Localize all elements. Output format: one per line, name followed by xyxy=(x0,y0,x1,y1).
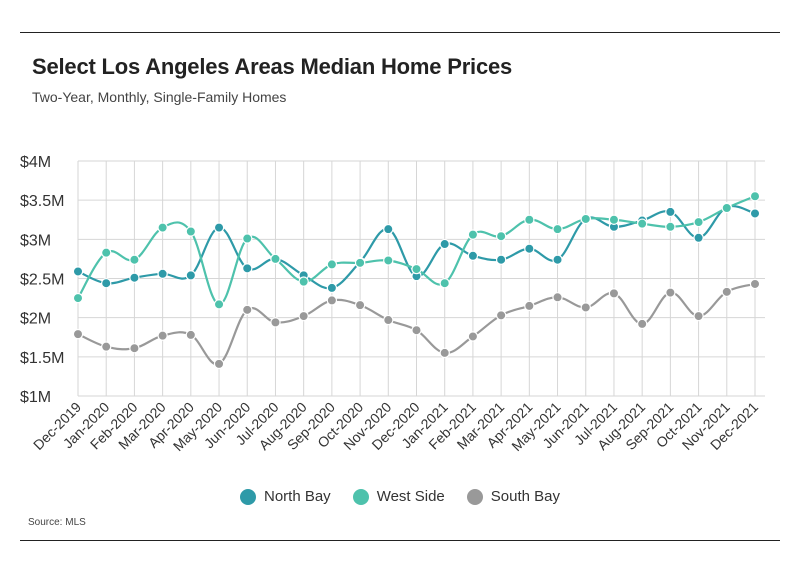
data-point-west-side xyxy=(580,213,591,225)
data-point-south-bay xyxy=(213,358,225,370)
data-point-north-bay xyxy=(129,272,140,283)
y-tick-label: $2M xyxy=(20,311,51,328)
data-point-south-bay xyxy=(354,299,366,311)
legend-swatch-south-bay xyxy=(466,488,483,505)
top-rule xyxy=(20,32,780,33)
data-point-south-bay xyxy=(467,331,479,342)
data-point-south-bay xyxy=(665,287,676,298)
data-point-south-bay xyxy=(749,278,761,290)
data-point-west-side xyxy=(72,292,84,304)
data-point-south-bay xyxy=(411,325,422,336)
data-point-north-bay xyxy=(665,206,676,218)
data-point-north-bay xyxy=(72,266,84,277)
y-tick-label: $2.5M xyxy=(20,272,64,289)
data-point-west-side xyxy=(185,226,197,237)
data-point-south-bay xyxy=(270,317,281,328)
data-point-west-side xyxy=(270,253,281,265)
data-point-west-side xyxy=(524,214,535,225)
data-point-south-bay xyxy=(552,292,563,303)
data-point-south-bay xyxy=(524,300,535,312)
legend-item-north-bay: North Bay xyxy=(239,488,331,505)
data-point-north-bay xyxy=(749,208,761,219)
data-point-west-side xyxy=(608,214,620,225)
data-point-south-bay xyxy=(101,341,112,352)
data-point-west-side xyxy=(383,255,394,266)
legend-label-west-side: West Side xyxy=(376,488,445,505)
legend: North Bay West Side South Bay xyxy=(0,488,800,505)
data-point-south-bay xyxy=(298,310,309,322)
data-point-west-side xyxy=(354,257,366,269)
data-point-north-bay xyxy=(383,223,394,235)
data-point-north-bay xyxy=(495,254,507,265)
data-point-south-bay xyxy=(383,314,394,326)
data-point-west-side xyxy=(326,259,338,270)
data-point-south-bay xyxy=(721,286,732,298)
legend-swatch-north-bay xyxy=(239,488,256,505)
data-point-west-side xyxy=(636,218,648,229)
bottom-rule xyxy=(20,540,780,541)
data-point-south-bay xyxy=(72,328,84,340)
data-point-north-bay xyxy=(101,278,112,289)
data-point-north-bay xyxy=(242,263,253,274)
data-point-north-bay xyxy=(213,222,225,233)
data-point-west-side xyxy=(665,221,676,232)
data-point-south-bay xyxy=(129,343,140,354)
data-point-west-side xyxy=(213,299,225,310)
y-tick-label: $1.5M xyxy=(20,350,64,367)
data-point-south-bay xyxy=(157,330,168,341)
data-point-west-side xyxy=(467,229,479,240)
legend-item-south-bay: South Bay xyxy=(466,488,560,505)
data-point-north-bay xyxy=(326,282,338,294)
legend-label-north-bay: North Bay xyxy=(263,488,331,505)
data-point-south-bay xyxy=(326,295,338,306)
data-point-west-side xyxy=(495,230,507,242)
data-point-west-side xyxy=(129,254,140,265)
data-point-west-side xyxy=(552,223,563,235)
legend-swatch-west-side xyxy=(352,488,369,505)
y-tick-label: $1M xyxy=(20,389,51,406)
data-point-south-bay xyxy=(495,310,507,321)
data-point-west-side xyxy=(101,247,112,258)
data-point-north-bay xyxy=(157,268,168,279)
data-point-west-side xyxy=(721,202,732,214)
legend-item-west-side: West Side xyxy=(352,488,445,505)
data-point-south-bay xyxy=(636,318,648,330)
legend-label-south-bay: South Bay xyxy=(490,488,560,505)
chart-title: Select Los Angeles Areas Median Home Pri… xyxy=(32,54,513,79)
data-point-south-bay xyxy=(580,302,591,313)
data-point-north-bay xyxy=(439,238,450,250)
data-point-south-bay xyxy=(439,347,450,359)
data-point-west-side xyxy=(242,233,253,244)
data-point-north-bay xyxy=(552,254,563,265)
data-point-south-bay xyxy=(608,288,620,299)
chart-subtitle: Two-Year, Monthly, Single-Family Homes xyxy=(32,89,287,105)
y-tick-label: $3M xyxy=(20,232,51,249)
data-point-north-bay xyxy=(185,270,197,281)
data-point-north-bay xyxy=(467,250,479,261)
source-note: Source: MLS xyxy=(28,517,86,528)
data-point-north-bay xyxy=(693,232,704,243)
y-tick-label: $3.5M xyxy=(20,193,64,210)
data-point-south-bay xyxy=(242,304,253,316)
data-point-west-side xyxy=(439,278,450,289)
data-point-west-side xyxy=(749,191,761,202)
data-point-north-bay xyxy=(524,243,535,254)
y-tick-label: $4M xyxy=(20,154,51,171)
data-point-west-side xyxy=(157,222,168,233)
data-point-west-side xyxy=(298,276,309,287)
data-point-west-side xyxy=(693,216,704,228)
data-point-south-bay xyxy=(693,310,704,322)
data-point-south-bay xyxy=(185,329,197,341)
data-point-west-side xyxy=(411,263,422,275)
